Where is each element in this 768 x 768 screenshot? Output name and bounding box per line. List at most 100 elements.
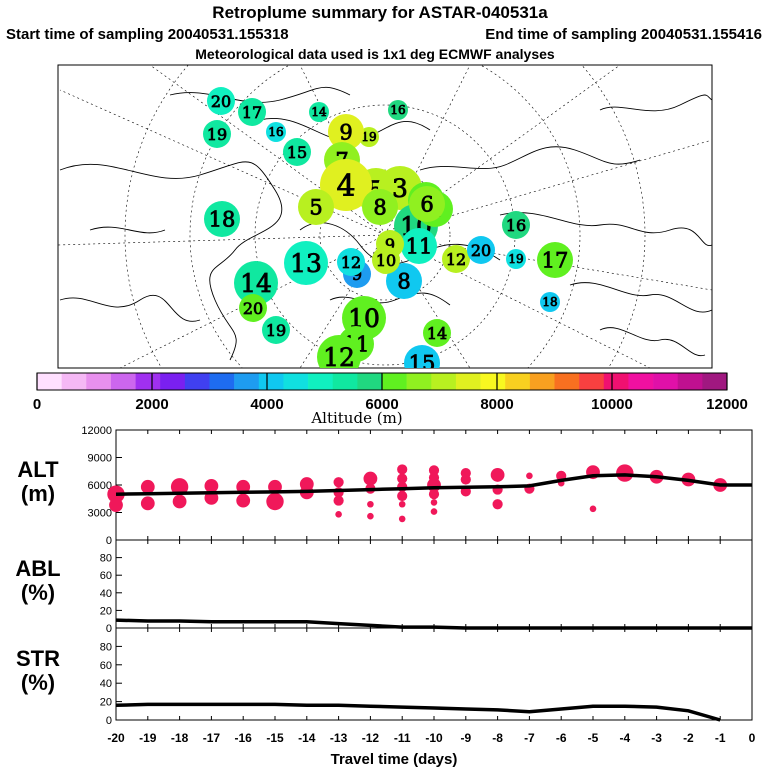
x-tick-label: -16 [235, 731, 253, 745]
x-tick-label: -9 [460, 731, 471, 745]
colorbar-cell [160, 373, 186, 390]
colorbar-cell [431, 373, 457, 390]
map-cluster-label: 11 [406, 235, 433, 259]
start-time-label: Start time of sampling 20040531.155318 [6, 26, 289, 43]
map-cluster-marker: 10 [372, 246, 400, 274]
chart-panels: ALT(m)030006000900012000ABL(%)020406080S… [15, 425, 755, 768]
map-cluster-label: 8 [397, 270, 410, 294]
map-cluster-marker: 4 [320, 159, 372, 211]
colorbar-cell [110, 373, 136, 390]
altitude-point [526, 472, 533, 480]
y-tick-label: 9000 [88, 453, 112, 465]
altitude-point [397, 473, 408, 484]
x-tick-label: -17 [203, 731, 221, 745]
map-cluster-label: 17 [242, 103, 262, 122]
map-cluster-marker: 18 [540, 292, 560, 312]
colorbar-cell [86, 373, 112, 390]
map-cluster-marker: 14 [309, 102, 329, 122]
map-cluster-label: 8 [373, 196, 386, 220]
panel-label: ALT [17, 457, 59, 482]
x-tick-label: -4 [619, 731, 630, 745]
altitude-point [428, 465, 440, 476]
colorbar-cell [603, 373, 629, 390]
colorbar-cell [480, 373, 506, 390]
map-cluster-label: 9 [339, 121, 352, 145]
met-data-label: Meteorological data used is 1x1 deg ECMW… [195, 46, 555, 62]
map-cluster-label: 15 [409, 352, 436, 376]
colorbar-cell [505, 373, 531, 390]
map-cluster-marker: 16 [388, 100, 408, 120]
colorbar-tick-label: 12000 [706, 396, 748, 413]
map-cluster-marker: 15 [404, 345, 440, 376]
map-cluster-label: 18 [209, 208, 236, 232]
map-cluster-marker: 20 [207, 87, 235, 115]
colorbar-cell [653, 373, 679, 390]
colorbar-cell [702, 373, 728, 390]
colorbar-ticks: 0 2000 4000 6000 8000 10000 12000 [33, 373, 748, 413]
colorbar-cell [184, 373, 210, 390]
y-tick-label: 0 [106, 715, 112, 727]
map-cluster-marker: 12 [442, 245, 470, 273]
colorbar-cell [382, 373, 407, 390]
y-tick-label: 40 [100, 588, 112, 600]
colorbar-cell [209, 373, 235, 390]
x-tick-label: -6 [556, 731, 567, 745]
map-cluster-label: 12 [341, 253, 361, 272]
map-cluster-label: 13 [290, 249, 322, 278]
map-cluster-label: 15 [287, 143, 307, 162]
colorbar-cell [283, 373, 309, 390]
altitude-point [398, 515, 406, 523]
y-tick-label: 0 [106, 535, 112, 547]
y-tick-label: 12000 [81, 425, 112, 437]
altitude-point [430, 508, 438, 515]
y-tick-label: 0 [106, 623, 112, 635]
x-tick-label: -13 [330, 731, 348, 745]
map-cluster-label: 16 [390, 103, 405, 117]
map-cluster-marker: 20 [239, 294, 267, 322]
altitude-point [367, 500, 374, 508]
altitude-point [236, 479, 251, 494]
map-cluster-label: 4 [336, 169, 355, 204]
colorbar-cell [628, 373, 654, 390]
colorbar-cell [579, 373, 605, 390]
map-cluster-label: 12 [446, 250, 466, 269]
altitude-point [333, 495, 344, 506]
x-tick-label: -20 [107, 731, 125, 745]
altitude-point [266, 492, 284, 511]
colorbar-cell [455, 373, 481, 390]
x-tick-label: -19 [139, 731, 157, 745]
colorbar-cell [529, 373, 555, 390]
x-tick-label: -7 [524, 731, 535, 745]
map-cluster-marker: 17 [537, 242, 573, 278]
altitude-point [335, 511, 342, 518]
altitude-point [616, 464, 634, 482]
colorbar-cell [677, 373, 703, 390]
x-tick-label: -10 [425, 731, 443, 745]
colorbar-cells [37, 373, 728, 390]
map-cluster-marker: 14 [423, 319, 451, 347]
altitude-point [333, 477, 344, 488]
map-cluster-marker: 8 [386, 263, 422, 299]
x-axis-label: Travel time (days) [331, 751, 458, 768]
altitude-point [589, 505, 597, 513]
y-tick-label: 3000 [88, 508, 112, 520]
str-line [115, 702, 721, 722]
colorbar-cell [332, 373, 358, 390]
map-cluster-label: 12 [323, 343, 355, 372]
y-tick-label: 6000 [88, 480, 112, 492]
y-tick-label: 20 [100, 605, 112, 617]
panel-unit: (%) [21, 580, 55, 605]
map-cluster-marker: 6 [409, 186, 445, 222]
map-cluster-label: 5 [309, 196, 322, 220]
panel-unit: (m) [21, 481, 55, 506]
map-cluster-marker: 9 [328, 114, 364, 150]
altitude-point [398, 500, 406, 508]
map-cluster-label: 10 [376, 251, 396, 270]
map-cluster-label: 3 [392, 174, 408, 203]
map-cluster-label: 19 [361, 130, 376, 144]
map-cluster-marker: 20 [467, 236, 495, 264]
y-tick-label: 40 [100, 678, 112, 690]
end-time-label: End time of sampling 20040531.155416 [485, 26, 762, 43]
map-cluster-label: 20 [471, 241, 491, 260]
